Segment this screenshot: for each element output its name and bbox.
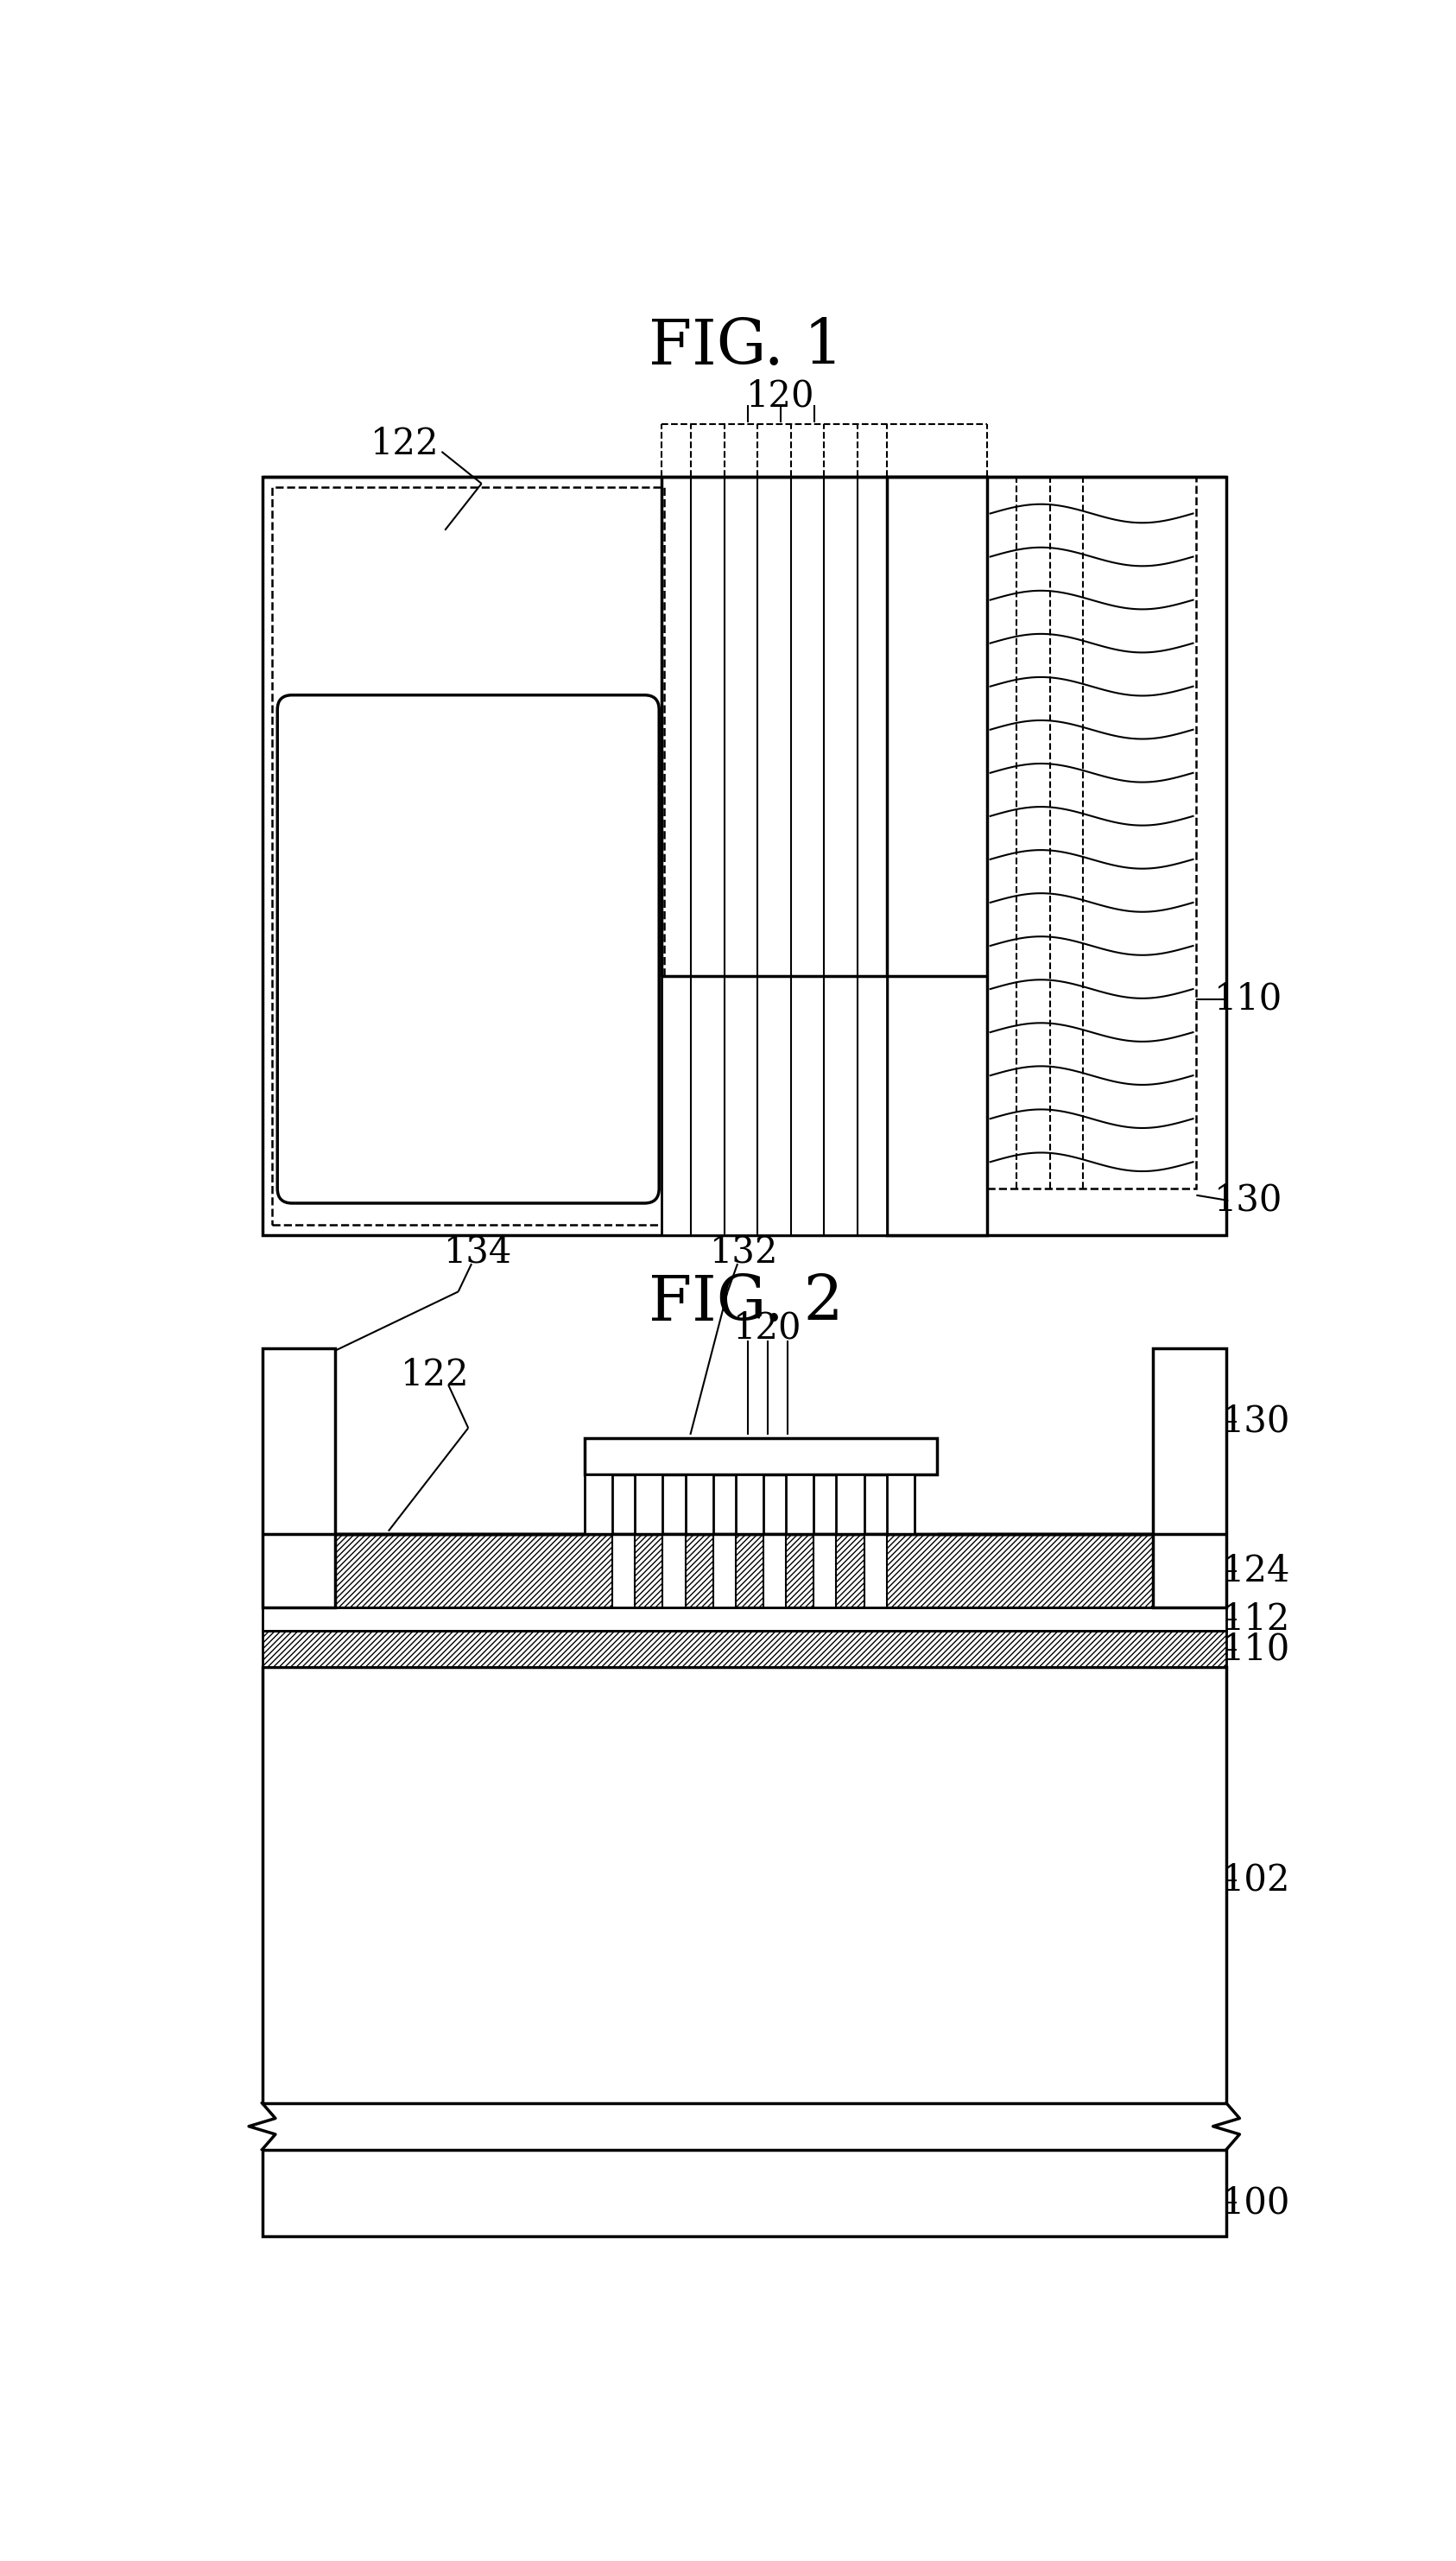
Text: FIG. 2: FIG. 2 [649,1273,843,1334]
Text: 110: 110 [1222,1631,1290,1667]
Bar [262,1347,335,1608]
Text: 122: 122 [400,1357,469,1393]
Text: 110: 110 [1214,981,1283,1017]
Text: 112: 112 [1222,1601,1290,1636]
Bar [272,487,664,1224]
Bar [262,1667,1226,2103]
Bar [735,1475,763,1534]
Bar [836,1475,863,1534]
Text: 124: 124 [1222,1552,1290,1590]
Bar [635,1475,662,1534]
Bar [686,1534,713,1608]
Bar [635,1534,662,1608]
Bar [987,476,1197,1188]
Text: 134: 134 [444,1234,513,1270]
Bar [661,976,887,1234]
Text: 132: 132 [711,1234,779,1270]
Text: 122: 122 [371,425,440,461]
Bar [814,1534,836,1608]
Bar [585,1437,938,1475]
Text: 120: 120 [747,376,815,415]
Bar [585,1475,613,1534]
Bar [763,1534,786,1608]
Bar [863,1534,887,1608]
Bar [786,1534,814,1608]
Bar [262,1534,1226,1608]
Text: 100: 100 [1222,2185,1290,2220]
Bar [686,1475,713,1534]
Bar [613,1534,635,1608]
Bar [887,476,987,1234]
Bar [262,2149,1226,2236]
Text: 130: 130 [1214,1183,1283,1219]
Bar [662,1534,686,1608]
Bar [1153,1347,1226,1608]
Bar [713,1534,735,1608]
Bar [262,1608,1226,1631]
Bar [735,1534,763,1608]
Bar [585,1534,613,1608]
Bar [887,1475,914,1534]
FancyBboxPatch shape [278,694,660,1204]
Text: 130: 130 [1222,1403,1290,1439]
Bar [786,1475,814,1534]
Text: 120: 120 [734,1311,802,1347]
Text: 102: 102 [1222,1862,1290,1898]
Bar [836,1534,863,1608]
Bar [262,1631,1226,1667]
Text: FIG. 1: FIG. 1 [649,318,843,376]
Bar [262,476,1226,1234]
